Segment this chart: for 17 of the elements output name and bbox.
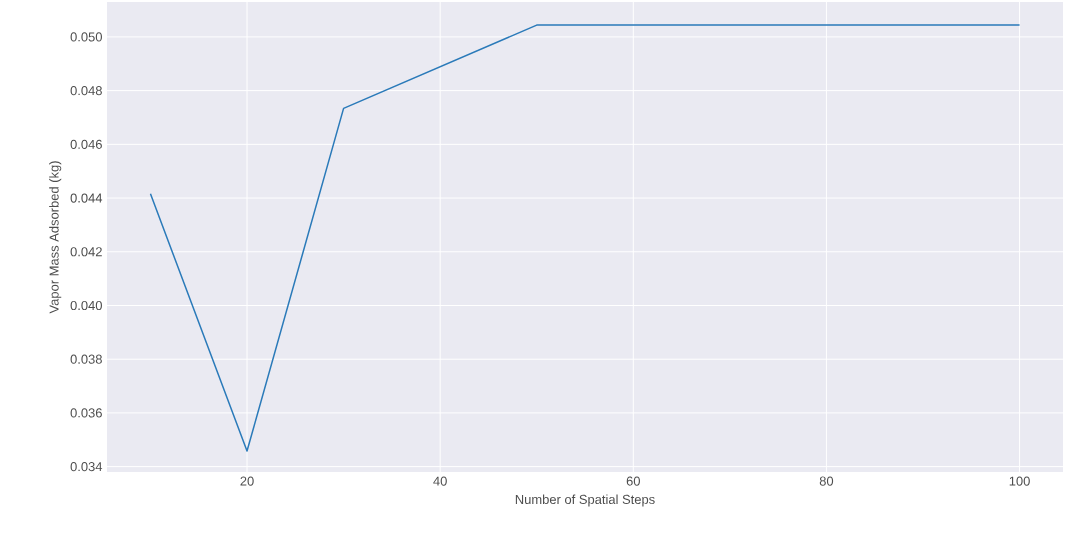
x-tick-label: 100 <box>1009 476 1030 486</box>
x-tick-label: 80 <box>819 476 834 486</box>
line-series <box>149 24 1021 452</box>
y-tick-label: 0.034 <box>70 462 103 472</box>
y-tick-label: 0.042 <box>70 247 102 257</box>
y-tick-label: 0.036 <box>70 408 102 418</box>
x-tick-label: 20 <box>240 476 254 486</box>
x-axis-title: Number of Spatial Steps <box>515 494 655 507</box>
y-tick-label: 0.050 <box>70 32 102 42</box>
y-tick-label: 0.046 <box>70 139 102 149</box>
x-tick-label: 60 <box>626 476 640 486</box>
y-axis-title: Vapor Mass Adsorbed (kg) <box>49 161 62 314</box>
y-tick-label: 0.044 <box>70 193 103 203</box>
y-tick-label: 0.040 <box>70 300 102 311</box>
y-tick-label: 0.048 <box>70 86 102 96</box>
y-tick-label: 0.038 <box>70 354 102 364</box>
x-tick-label: 40 <box>433 476 447 486</box>
